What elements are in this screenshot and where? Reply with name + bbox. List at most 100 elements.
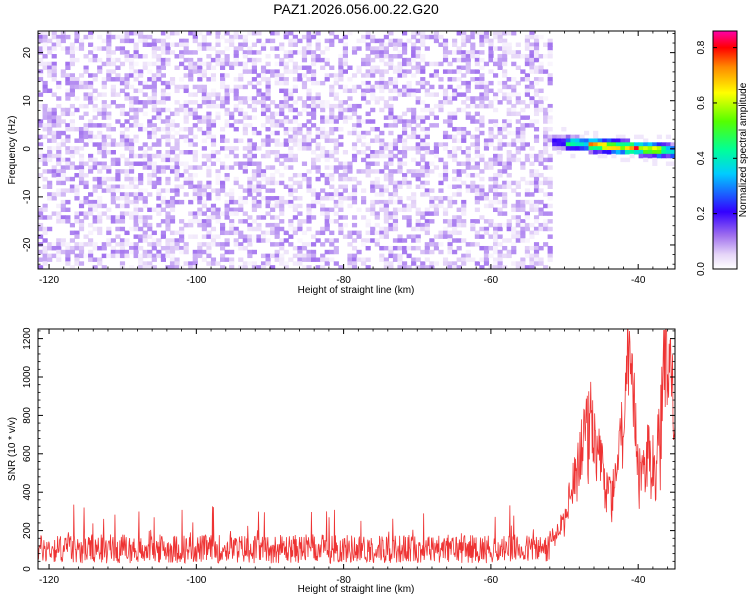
spectrogram-cell [493, 226, 499, 232]
spectrogram-cell [429, 203, 435, 209]
spectrogram-cell [402, 69, 408, 74]
spectrogram-cell [251, 203, 257, 209]
spectrogram-cell [47, 115, 53, 120]
spectrogram-cell [552, 138, 558, 143]
spectrogram-cell [78, 253, 85, 259]
spectrogram-cell [383, 203, 389, 209]
spectrogram-cell [129, 65, 135, 70]
spectrogram-cell [56, 211, 62, 216]
spectrogram-cell [78, 73, 85, 78]
snr-series-line [38, 329, 675, 564]
spectrogram-cell [306, 38, 312, 44]
spectrogram-cell [311, 138, 317, 143]
spectrogram-cell [51, 69, 57, 74]
spectrogram-cell [634, 146, 640, 151]
spectrogram-cell [201, 153, 207, 159]
spectrogram-cell [179, 61, 185, 67]
spectrogram-cell [165, 265, 171, 269]
spectrogram-cell [138, 161, 144, 166]
spectrogram-cell [442, 226, 449, 232]
spectrogram-cell [411, 130, 417, 136]
spectrogram-cell [238, 100, 244, 105]
spectrogram-cell [65, 96, 71, 101]
spectrogram-cell [520, 261, 526, 266]
spectrogram-cell [201, 96, 207, 101]
spectrogram-cell [115, 176, 121, 182]
spectrogram-cell [92, 88, 98, 94]
spectrogram-cell [615, 138, 621, 143]
spectrogram-cell [147, 192, 153, 197]
spectrogram-cell [60, 38, 66, 44]
spectrogram-cell [115, 73, 121, 78]
spectrogram-cell [42, 249, 48, 255]
spectrogram-cell [311, 57, 317, 63]
spectrogram-cell [151, 92, 157, 97]
spectrogram-cell [74, 165, 80, 170]
spectrogram-cell [411, 119, 417, 124]
spectrogram-cell [452, 230, 458, 236]
spectrogram-cell [529, 199, 535, 205]
spectrogram-cell [374, 230, 380, 236]
spectrogram-cell [169, 253, 176, 259]
spectrogram-cell [151, 80, 157, 86]
spectrogram-cell [361, 142, 367, 147]
spectrogram-cell [333, 80, 339, 86]
spectrogram-cell [306, 203, 312, 209]
spectrogram-cell [442, 46, 449, 51]
spectrogram-cell [520, 257, 526, 262]
spectrogram-cell [442, 142, 449, 147]
spectrogram-cell [179, 219, 185, 224]
spectrogram-cell [392, 188, 399, 193]
spectrogram-cell [429, 199, 435, 205]
spectrogram-cell [97, 203, 103, 209]
spectrogram-cell [406, 69, 412, 74]
spectrogram-cell [543, 96, 549, 101]
spectrogram-cell [229, 226, 235, 232]
spectrogram-cell [288, 146, 294, 151]
spectrogram-cell [502, 222, 508, 228]
spectrogram-cell [347, 234, 353, 239]
spectrogram-cell [147, 226, 153, 232]
spectrogram-cell [215, 61, 221, 67]
spectrogram-cell [270, 215, 276, 220]
spectrogram-cell [379, 146, 385, 151]
spectrogram-cell [447, 203, 453, 209]
spectrogram-cell [215, 234, 221, 239]
spectrogram-cell [392, 257, 399, 262]
spectrogram-cell [306, 65, 312, 70]
spectrogram-cell [520, 54, 526, 59]
spectrogram-cell [342, 107, 348, 113]
spectrogram-cell [60, 31, 66, 36]
spectrogram-cell [133, 222, 139, 228]
spectrogram-cell [329, 88, 335, 94]
spectrogram-cell [411, 257, 417, 262]
spectrogram-cell [60, 242, 66, 247]
spectrogram-cell [365, 238, 371, 243]
spectrogram-cell [465, 184, 471, 189]
spectrogram-cell [206, 249, 212, 255]
spectrogram-cell [470, 180, 476, 186]
spectrogram-cell [320, 57, 326, 63]
spectrogram-cell [529, 31, 535, 36]
spectrogram-cell [356, 230, 362, 236]
spectrogram-cell [97, 150, 103, 155]
spectrogram-cell [301, 265, 308, 269]
spectrogram-cell [56, 161, 62, 166]
spectrogram-cell [406, 234, 412, 239]
spectrogram-cell [101, 253, 107, 259]
spectrogram-cell [197, 199, 203, 205]
spectrogram-cell [351, 261, 358, 266]
spectrogram-cell [97, 230, 103, 236]
spectrogram-cell [529, 65, 535, 70]
spectrogram-cell [397, 184, 403, 189]
spectrogram-cell [474, 80, 480, 86]
spectrogram-cell [438, 61, 444, 67]
spectrogram-cell [83, 184, 89, 189]
spectrogram-cell [383, 188, 389, 193]
spectrogram-cell [461, 222, 467, 228]
spectrogram-cell [311, 157, 317, 163]
spectrogram-cell [51, 196, 57, 201]
spectrogram-cell [156, 77, 162, 82]
spectrogram-cell [529, 192, 535, 197]
spectrogram-cell [543, 192, 549, 197]
